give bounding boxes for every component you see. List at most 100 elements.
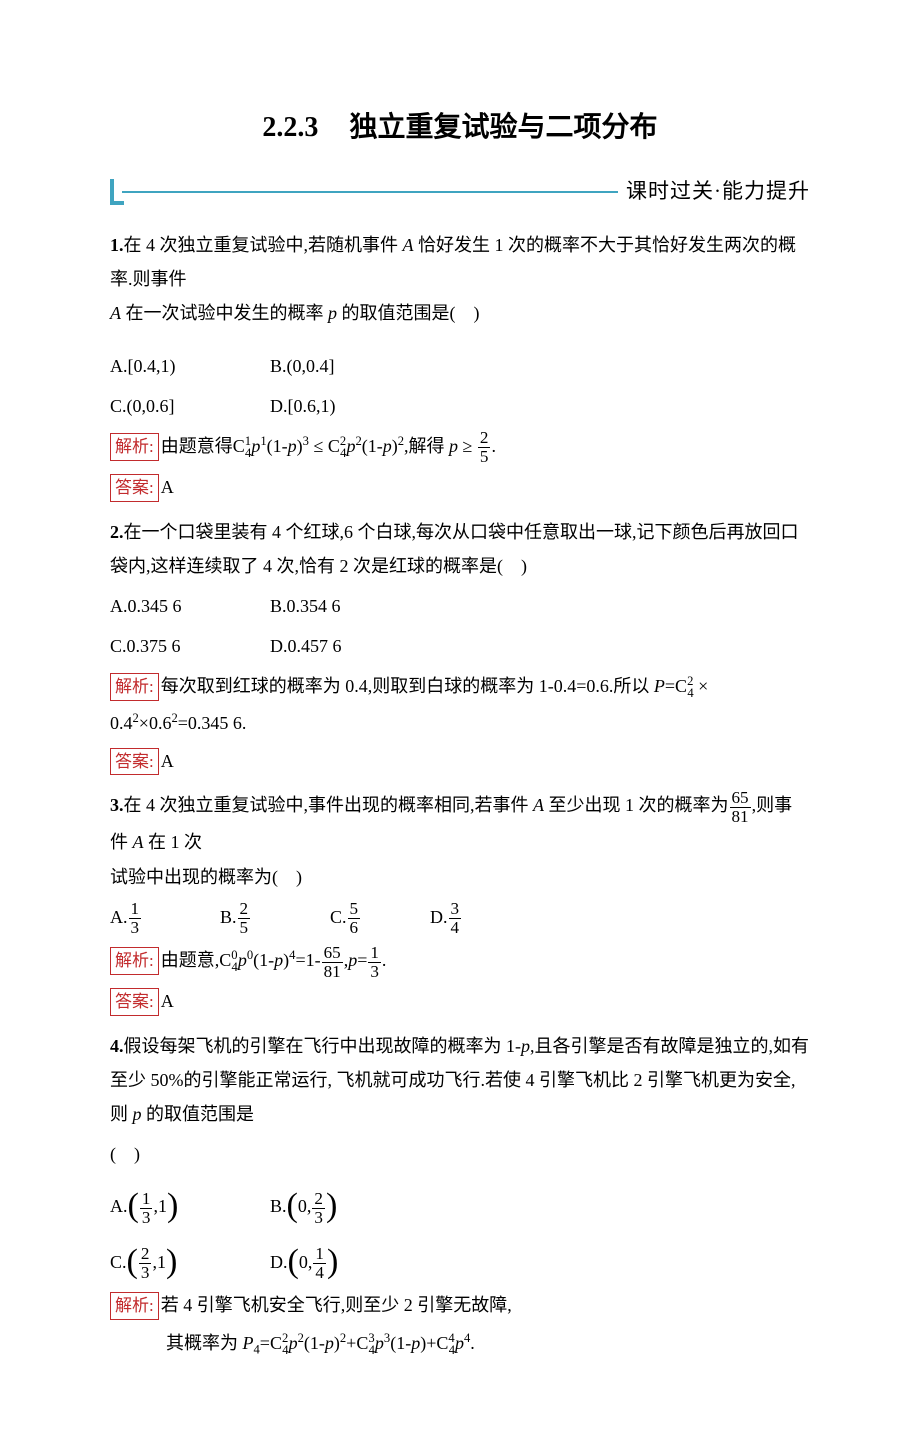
n: 2 [238,900,251,919]
q4-t3: 的取值范围是 [142,1104,255,1124]
p: p [455,1333,464,1353]
answer-label: 答案: [110,748,159,776]
d: 4 [313,1264,326,1282]
lp: (1- [362,436,383,456]
q2-answer: 答案:A [110,744,810,778]
lp: (1- [390,1333,411,1353]
q4-option-C: C.(23,1) [110,1245,270,1282]
q4-option-A: A.(13,1) [110,1189,270,1226]
q2-number: 2. [110,522,124,542]
p: p [521,1036,530,1056]
P: P [654,676,665,696]
p: p [375,1333,384,1353]
answer-label: 答案: [110,474,159,502]
d: 3 [312,1209,325,1227]
section-name: 独立重复试验与二项分布 [350,111,658,142]
question-2: 2.在一个口袋里装有 4 个红球,6 个白球,每次从口袋中任意取出一球,记下颜色… [110,515,810,583]
A: A [533,795,544,815]
t2: ×0.6 [139,713,172,733]
p: p [274,950,283,970]
q4-option-B: B.(0,23) [270,1189,430,1226]
q3-answer-value: A [161,991,174,1011]
p: A. [110,907,128,927]
n: 1 [313,1245,326,1264]
num: 65 [730,789,751,808]
d: 4 [449,919,462,937]
n: 1 [368,944,381,963]
d: 5 [238,919,251,937]
q2-analysis: 解析:每次取到红球的概率为 0.4,则取到白球的概率为 1-0.4=0.6.所以… [110,669,810,740]
subtitle-line [122,191,618,193]
answer-label: 答案: [110,988,159,1016]
analysis-label: 解析: [110,673,159,701]
q1-option-A: A.[0.4,1) [110,349,270,383]
p: B. [220,907,237,927]
p: p [325,1333,334,1353]
p: D. [430,907,448,927]
q2-options-row1: A.0.345 6 B.0.354 6 [110,589,810,623]
eq1: =1- [295,950,320,970]
q1-var-A: A [403,235,414,255]
p: p [238,950,247,970]
section-title: 2.2.3 独立重复试验与二项分布 [110,100,810,154]
den: 81 [730,808,751,826]
geq: ≥ [458,436,477,456]
q2-analysis-pre: 每次取到红球的概率为 0.4,则取到白球的概率为 1-0.4=0.6.所以 [161,676,654,696]
q1-text-c: 在一次试验中发生的概率 [121,303,328,323]
q1-number: 1. [110,235,124,255]
p: p [289,1333,298,1353]
q1-answer-value: A [161,477,174,497]
q3-t4: 在 1 次 [144,832,203,852]
C: C [270,1333,282,1353]
n: 5 [348,900,361,919]
q3-t5: 试验中出现的概率为( ) [110,867,302,887]
question-4: 4.假设每架飞机的引擎在飞行中出现故障的概率为 1-p,且各引擎是否有故障是独立… [110,1029,810,1132]
d: 6 [348,919,361,937]
eq2: = [357,950,367,970]
q3-t1: 在 4 次独立重复试验中,事件出现的概率相同,若事件 [124,795,534,815]
q3-option-C: C.56 [330,900,430,937]
n: 65 [322,944,343,963]
q4-options-row1: A.(13,1) B.(0,23) [110,1189,810,1226]
dot: . [382,950,387,970]
p: A. [110,1196,128,1216]
A: A [133,832,144,852]
q3-answer: 答案:A [110,984,810,1018]
q3-options: A.13 B.25 C.56 D.34 [110,900,810,937]
q4-analysis-line1: 解析:若 4 引擎飞机安全飞行,则至少 2 引擎无故障, [110,1288,810,1322]
q3-analysis: 解析:由题意,C04p0(1-p)4=1-6581,p=13. [110,943,810,980]
eq: = [260,1333,270,1353]
q1-analysis: 解析:由题意得C14p1(1-p)3 ≤ C24p2(1-p)2,解得 p ≥ … [110,429,810,466]
analysis-label: 解析: [110,433,159,461]
p: p [133,1104,142,1124]
q3-option-B: B.25 [220,900,330,937]
q3-number: 3. [110,795,124,815]
q1-option-D: D.[0.6,1) [270,389,430,423]
q4-analysis-l1: 若 4 引擎飞机安全飞行,则至少 2 引擎无故障, [161,1295,512,1315]
p: p [383,436,392,456]
q1-analysis-pre: 由题意得 [161,436,233,456]
d: 3 [140,1209,153,1227]
analysis-label: 解析: [110,1292,159,1320]
C: C [675,676,687,696]
eq: = [665,676,675,696]
den: 5 [478,448,491,466]
p: p [251,436,260,456]
d: 3 [368,963,381,981]
q1-text-d: 的取值范围是( ) [337,303,480,323]
q2-option-C: C.0.375 6 [110,629,270,663]
analysis-label: 解析: [110,947,159,975]
q4-option-D: D.(0,14) [270,1245,430,1282]
q1-option-C: C.(0,0.6] [110,389,270,423]
q2-text: 在一个口袋里装有 4 个红球,6 个白球,每次从口袋中任意取出一球,记下颜色后再… [110,522,799,576]
n: 2 [139,1245,152,1264]
num: 2 [478,429,491,448]
lp: (1- [253,950,274,970]
r: ,1 [153,1196,167,1216]
q3-t2: 至少出现 1 次的概率为 [544,795,729,815]
q1-option-B: B.(0,0.4] [270,349,430,383]
q4-analysis-line2: 其概率为 P4=C24p2(1-p)2+C34p3(1-p)+C44p4. [110,1326,810,1363]
lp: (1- [304,1333,325,1353]
p: C. [110,1252,127,1272]
P: P [243,1333,254,1353]
